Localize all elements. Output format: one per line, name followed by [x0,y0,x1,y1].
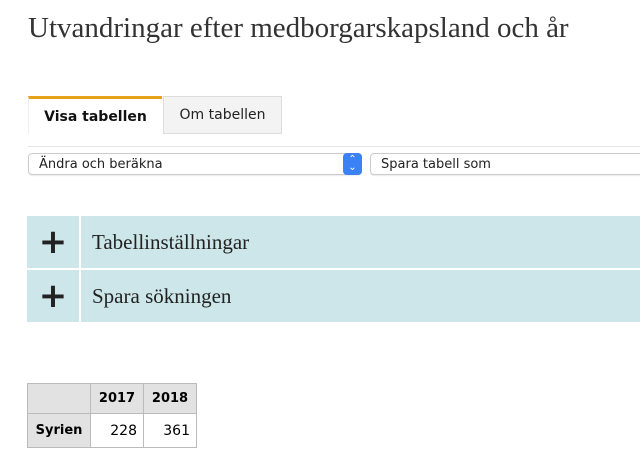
table-cell: 361 [143,413,197,448]
column-header: 2018 [143,383,197,414]
accordion-table-settings[interactable]: + Tabellinställningar [27,216,640,268]
row-header: Syrien [27,413,91,448]
table-row: Syrien 228 361 [27,413,197,448]
table-header-row: 2017 2018 [27,383,197,414]
tab-visa-tabellen[interactable]: Visa tabellen [28,96,162,134]
accordion-label: Spara sökningen [81,270,640,322]
divider [28,146,640,147]
save-table-select[interactable]: Spara tabell som [370,153,640,175]
page-title: Utvandringar efter medborgarskapsland oc… [28,12,569,44]
tab-om-tabellen[interactable]: Om tabellen [163,96,282,134]
accordion-label: Tabellinställningar [81,216,640,268]
corner-cell [27,383,91,414]
table-cell: 228 [90,413,144,448]
edit-calculate-select[interactable]: Ändra och beräkna ⌃ ⌄ [28,153,362,175]
chevron-updown-icon: ⌃ ⌄ [343,153,362,175]
data-table: 2017 2018 Syrien 228 361 [27,383,197,448]
select-value: Ändra och beräkna [39,156,163,172]
accordion-save-search[interactable]: + Spara sökningen [27,270,640,322]
plus-icon[interactable]: + [27,216,79,268]
column-header: 2017 [90,383,144,414]
select-value: Spara tabell som [381,156,491,172]
plus-icon[interactable]: + [27,270,79,322]
